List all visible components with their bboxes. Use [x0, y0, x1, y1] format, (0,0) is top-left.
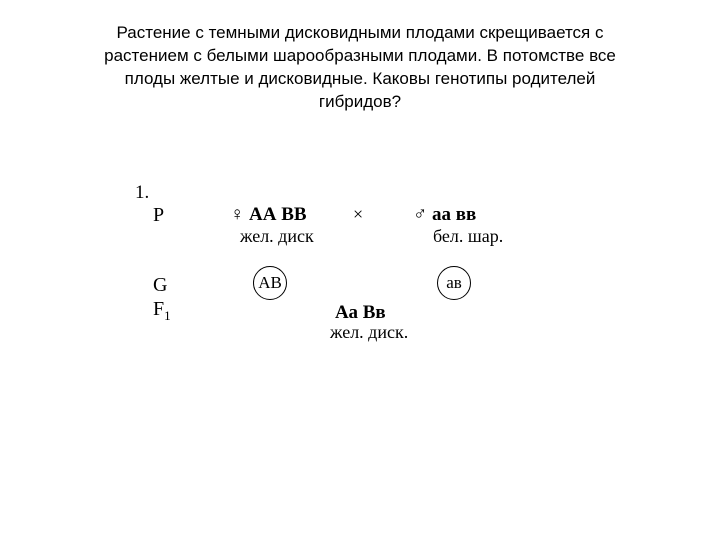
title-line-1: Растение с темными дисковидными плодами … [50, 22, 670, 45]
male-genotype: аа вв [432, 204, 476, 225]
problem-title: Растение с темными дисковидными плодами … [0, 0, 720, 114]
gamete-male-circle: ав [437, 266, 471, 300]
label-G: G [153, 274, 167, 297]
label-P: P [153, 204, 164, 227]
gamete-female-circle: АВ [253, 266, 287, 300]
title-line-4: гибридов? [50, 91, 670, 114]
diagram-number: 1. [135, 182, 149, 204]
label-F1-main: F [153, 298, 164, 320]
label-F1: F1 [153, 298, 171, 324]
gamete-male: ав [446, 273, 462, 293]
cross-symbol: × [353, 204, 363, 225]
title-line-3: плоды желтые и дисковидные. Каковы генот… [50, 68, 670, 91]
male-symbol: ♂ [413, 204, 427, 225]
label-F1-sub: 1 [164, 308, 171, 323]
female-phenotype: жел. диск [240, 226, 314, 247]
female-symbol: ♀ [230, 204, 244, 225]
f1-phenotype: жел. диск. [330, 322, 408, 343]
f1-genotype: Аа Вв [335, 302, 386, 324]
parent-female: ♀ АА ВВ [230, 204, 307, 226]
gamete-female: АВ [258, 273, 282, 293]
female-genotype: АА ВВ [249, 204, 307, 225]
parent-male: ♂ аа вв [413, 204, 476, 226]
title-line-2: растением с белыми шарообразными плодами… [50, 45, 670, 68]
male-phenotype: бел. шар. [433, 226, 503, 247]
